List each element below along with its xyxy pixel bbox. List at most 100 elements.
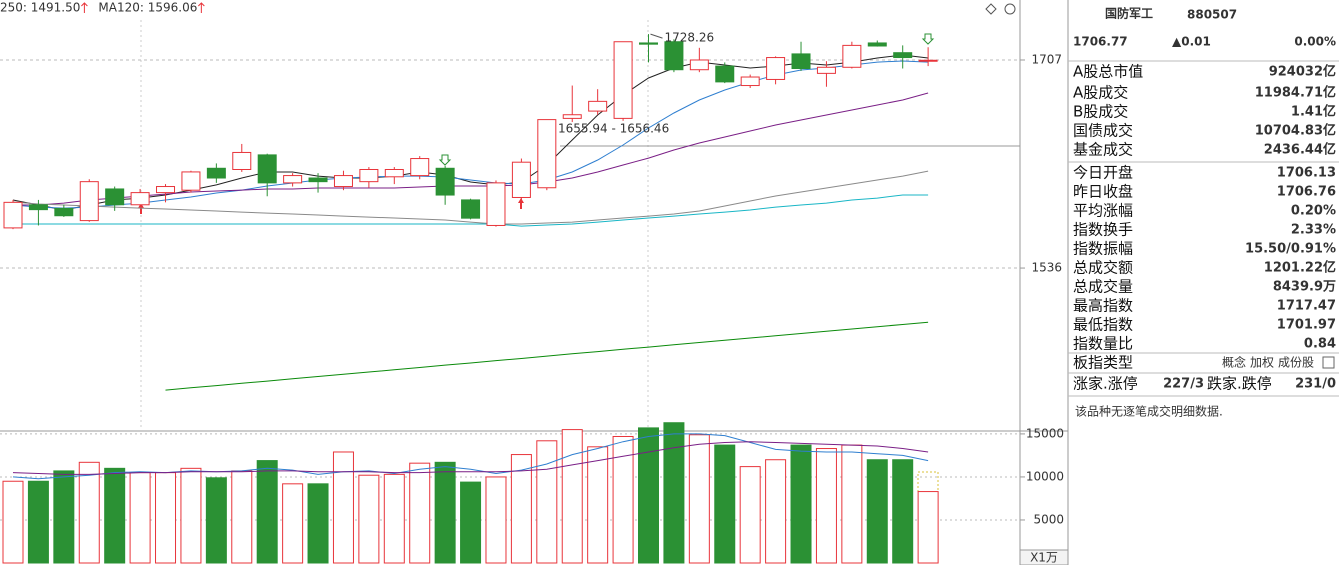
candle-body [791, 53, 811, 70]
candle-body [206, 167, 226, 179]
candle-body [486, 182, 506, 226]
candle-body [893, 52, 913, 59]
volume-ma-line [12, 441, 929, 475]
row-label: 总成交额 [1073, 259, 1133, 277]
ma-line [165, 321, 929, 391]
volume-bar [78, 461, 100, 564]
volume-bar [892, 459, 914, 564]
volume-bar [815, 448, 837, 564]
volume-bar [104, 467, 126, 564]
volume-bar [155, 472, 177, 564]
volume-bar [561, 429, 583, 564]
row-value: 2436.44亿 [1264, 142, 1336, 158]
y-tick-label: 5000 [1033, 512, 1064, 526]
row-value: 2.33% [1291, 223, 1336, 238]
candle-body [842, 44, 862, 68]
volume-bar [307, 483, 329, 564]
volume-bar [485, 476, 507, 564]
row-label: 总成交量 [1073, 278, 1133, 296]
candle-body [766, 57, 786, 80]
annotation-leader [650, 33, 663, 39]
candle-body [308, 177, 328, 183]
row-label: 今日开盘 [1073, 164, 1133, 182]
row-value: 0.84 [1304, 337, 1336, 352]
annotation: 1655.94 - 1656.46 [558, 122, 669, 136]
row-label: 板指类型 [1073, 354, 1133, 372]
volume-bar [27, 480, 49, 564]
row-value: 231/0 [1295, 377, 1336, 392]
index-price: 1706.77 [1073, 35, 1128, 49]
candle-body [28, 204, 48, 211]
volume-bar [790, 444, 812, 564]
row-label: 国债成交 [1073, 122, 1133, 140]
candle-body [232, 151, 252, 170]
row-label: 最高指数 [1073, 297, 1133, 315]
row-value: 11984.71亿 [1255, 85, 1336, 101]
volume-bar [282, 483, 304, 564]
row-label: A股成交 [1073, 84, 1128, 102]
settings-icon[interactable] [1004, 3, 1016, 15]
legend-arrow [81, 2, 88, 13]
row-label: 指数量比 [1073, 335, 1133, 353]
volume-bar [688, 434, 710, 564]
row-value: 227/3 [1163, 377, 1204, 392]
volume-bar [536, 440, 558, 564]
candle-body [359, 168, 379, 183]
row-value: 1701.97 [1277, 318, 1336, 333]
candle-body [816, 66, 836, 74]
candle-body [689, 59, 709, 71]
y-tick-label: 15000 [1026, 426, 1064, 440]
board-option[interactable]: 成份股 [1278, 356, 1314, 370]
row-label: 指数振幅 [1073, 240, 1133, 258]
board-option[interactable]: 概念 [1222, 355, 1246, 370]
volume-bar [460, 481, 482, 564]
index-code: 880507 [1187, 8, 1237, 22]
candle-body [384, 168, 404, 178]
candle-body [333, 175, 353, 188]
volume-bar [739, 466, 761, 564]
volume-bar [256, 460, 278, 564]
volume-bar [53, 470, 75, 564]
board-option[interactable]: 加权 [1250, 356, 1274, 370]
candle-body [105, 188, 125, 206]
volume-bar [409, 462, 431, 564]
row-label: 跌家.跌停 [1207, 375, 1272, 393]
row-label: A股总市值 [1073, 63, 1143, 81]
table-icon[interactable] [1322, 356, 1335, 369]
candle-body [181, 171, 201, 191]
volume-bar [663, 422, 685, 564]
index-name: 国防军工 [1105, 6, 1153, 21]
candle-body [435, 167, 455, 196]
buy-signal [518, 198, 524, 209]
volume-bar [510, 454, 532, 564]
candle-body [639, 42, 658, 45]
row-value: 924032亿 [1269, 64, 1336, 80]
volume-bar [358, 474, 380, 564]
sell-signal [921, 33, 935, 45]
volume-bar [383, 473, 405, 564]
volume-bar [332, 451, 354, 564]
candle-body [562, 114, 582, 119]
row-value: 1201.22亿 [1264, 260, 1336, 276]
row-value: 1717.47 [1277, 299, 1336, 314]
row-label: 昨日收盘 [1073, 183, 1133, 201]
candle-body [511, 161, 531, 198]
index-change: ▲0.01 [1172, 35, 1211, 49]
candle-body [410, 158, 430, 177]
unit-box [1019, 549, 1069, 565]
volume-bar [866, 459, 888, 564]
candle-body [588, 100, 608, 112]
volume-bar [765, 459, 787, 564]
row-value: 1.41亿 [1291, 104, 1336, 120]
sell-signal [438, 154, 452, 166]
ma-line [13, 194, 929, 227]
row-label: 指数换手 [1073, 221, 1133, 239]
volume-bar [612, 435, 634, 564]
diamond-icon[interactable] [985, 3, 997, 15]
candle-body [54, 207, 74, 217]
legend-arrow [197, 2, 205, 13]
candle-body [283, 175, 303, 184]
y-tick-label: 1707 [1031, 52, 1062, 66]
row-label: 最低指数 [1073, 316, 1133, 334]
